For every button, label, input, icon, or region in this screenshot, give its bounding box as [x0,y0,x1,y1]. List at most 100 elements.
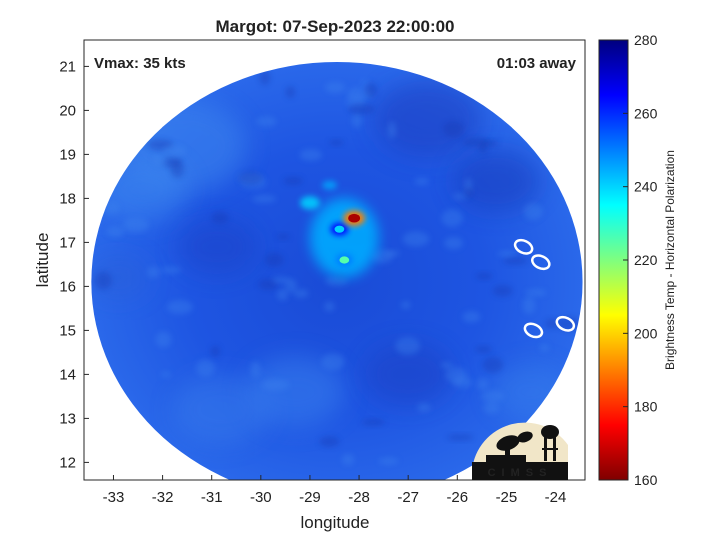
texture-speck [210,345,221,358]
colorbar-tick-label: 240 [634,179,658,195]
texture-speck [523,203,543,221]
texture-speck [361,418,385,426]
y-tick-label: 13 [59,410,76,427]
vmax-annotation: Vmax: 35 kts [94,55,186,72]
texture-speck [103,201,120,215]
texture-speck [522,296,536,315]
logo-text: CIMSS [488,467,553,479]
texture-speck [545,318,558,329]
texture-speck [445,367,468,383]
texture-speck [272,276,290,284]
texture-speck [146,266,160,278]
swath-texture [91,70,581,466]
texture-speck [285,86,296,99]
texture-speck [462,311,481,323]
texture-speck [276,288,288,301]
cimss-logo: CIMSS [472,422,568,480]
texture-blob [373,80,482,158]
island-outline [531,254,551,271]
texture-speck [365,82,378,98]
y-axis-label: latitude [33,233,52,288]
y-ticks: 12 13 14 15 16 17 18 19 20 21 [59,58,89,471]
texture-speck [475,272,493,280]
texture-speck [94,271,112,290]
dish-antenna-icon [486,431,533,462]
y-tick-label: 21 [59,58,76,75]
texture-speck [402,231,430,247]
x-axis-label: longitude [300,513,369,532]
x-tick-label: -25 [496,489,518,506]
x-tick-label: -31 [201,489,223,506]
island-outlines [513,238,576,339]
texture-speck [155,331,172,348]
time-away-annotation: 01:03 away [497,55,577,72]
texture-speck [283,176,303,186]
x-tick-label: -32 [152,489,174,506]
colorbar-ticks: 160 180 200 220 240 260 280 [623,32,658,488]
texture-speck [452,193,469,200]
texture-speck [276,233,290,240]
texture-speck [525,288,547,297]
texture-speck [329,139,344,146]
texture-speck [211,211,229,224]
texture-speck [417,403,431,412]
cold-core [334,225,345,233]
x-tick-label: -29 [299,489,321,506]
texture-blob [172,374,271,445]
y-tick-label: 17 [59,234,76,251]
colorbar-tick-label: 260 [634,105,658,121]
y-tick-label: 20 [59,102,76,119]
texture-blob [177,218,256,275]
texture-speck [319,436,340,447]
x-tick-label: -33 [103,489,125,506]
texture-speck [106,226,125,238]
texture-speck [196,359,215,377]
colorbar-tick-label: 180 [634,399,658,415]
texture-speck [293,289,309,298]
texture-speck [341,453,355,466]
texture-speck [351,112,363,128]
texture-speck [252,195,277,203]
texture-speck [162,144,187,158]
y-tick-label: 18 [59,190,76,207]
core-fragment [322,180,337,190]
chart-title: Margot: 07-Sep-2023 22:00:00 [215,17,454,36]
texture-speck [378,457,399,466]
texture-blob [491,363,571,421]
texture-speck [539,343,550,352]
texture-speck [482,356,504,373]
texture-speck [261,379,290,391]
convective-cores [300,180,379,278]
x-tick-label: -28 [348,489,370,506]
x-tick-label: -30 [250,489,272,506]
island-outline [555,315,576,332]
texture-speck [299,148,323,161]
texture-speck [502,256,528,265]
colorbar-label: Brightness Temp - Horizontal Polarizatio… [663,150,677,370]
texture-speck [255,116,277,127]
core-fragment [300,196,320,210]
colorbar-tick-label: 220 [634,252,658,268]
y-tick-label: 14 [59,366,76,383]
texture-speck [400,301,411,309]
texture-speck [443,121,465,138]
texture-speck [160,266,182,274]
plot-area [91,62,583,480]
island-outline [513,238,534,255]
cold-core [339,256,350,264]
texture-speck [464,187,474,198]
texture-blob [363,342,453,407]
y-tick-label: 12 [59,454,76,471]
texture-speck [166,300,193,315]
texture-speck [347,103,375,115]
texture-speck [250,361,261,378]
texture-speck [444,236,463,250]
texture-speck [162,156,181,168]
plot-frame [83,39,586,481]
texture-speck [481,390,505,403]
texture-speck [258,279,279,290]
x-tick-label: -26 [446,489,468,506]
island-outline [523,322,544,339]
texture-speck [152,154,168,166]
